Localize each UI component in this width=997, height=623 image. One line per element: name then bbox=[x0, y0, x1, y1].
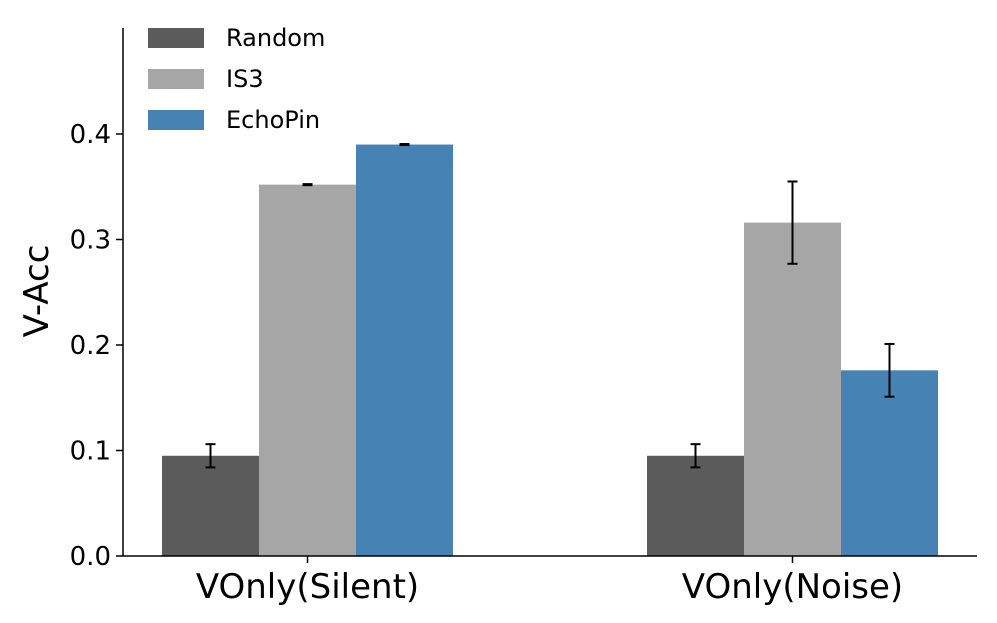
bar-random-1 bbox=[162, 455, 259, 556]
x-category-label: VOnly(Silent) bbox=[196, 567, 419, 607]
axes-layer bbox=[122, 28, 977, 557]
legend: Random IS3 EchoPin bbox=[148, 24, 325, 134]
y-ticks-layer: 0.0 0.1 0.2 0.3 0.4 bbox=[70, 120, 123, 572]
y-tick-label: 0.1 bbox=[70, 437, 111, 467]
bar-echopin-2 bbox=[841, 370, 938, 556]
y-tick-label: 0.4 bbox=[70, 120, 111, 150]
bar-echopin-1 bbox=[356, 144, 453, 557]
legend-swatch-random bbox=[148, 28, 204, 48]
x-ticks-layer: VOnly(Silent) VOnly(Noise) bbox=[196, 556, 903, 607]
bars-layer bbox=[162, 144, 938, 557]
error-bars-layer bbox=[205, 143, 895, 469]
legend-swatch-is3 bbox=[148, 69, 204, 89]
legend-swatch-echopin bbox=[148, 110, 204, 130]
legend-label-is3: IS3 bbox=[226, 65, 264, 93]
legend-label-random: Random bbox=[226, 24, 325, 52]
legend-label-echopin: EchoPin bbox=[226, 106, 320, 134]
bar-random-2 bbox=[647, 455, 744, 556]
bar-is3-1 bbox=[259, 184, 356, 556]
y-tick-label: 0.2 bbox=[70, 331, 111, 361]
bar-is3-2 bbox=[744, 222, 841, 556]
y-axis-title: V-Acc bbox=[17, 245, 57, 338]
y-tick-label: 0.3 bbox=[70, 226, 111, 256]
y-tick-label: 0.0 bbox=[70, 542, 111, 572]
x-category-label: VOnly(Noise) bbox=[682, 567, 903, 607]
